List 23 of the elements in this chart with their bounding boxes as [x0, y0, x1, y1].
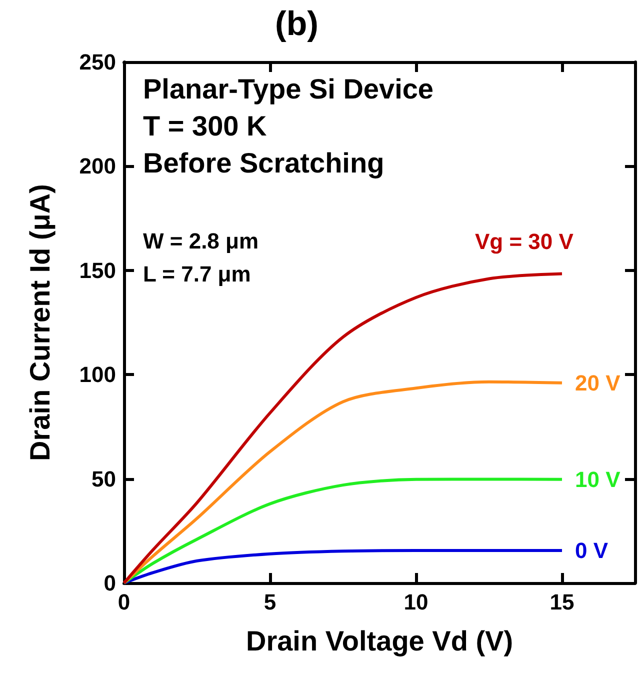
x-tick-label: 15 — [550, 590, 574, 614]
x-axis-title: Drain Voltage Vd (V) — [246, 626, 514, 656]
y-tick-label: 150 — [79, 258, 116, 283]
series-label: 0 V — [575, 538, 608, 563]
series-label: 10 V — [575, 466, 621, 492]
y-tick-label: 0 — [104, 570, 116, 596]
y-tick-label: 50 — [92, 466, 116, 492]
series-label: 20 V — [575, 370, 621, 396]
line-series — [122, 548, 564, 584]
y-tick-label: 200 — [79, 154, 116, 179]
y-tick-label: 250 — [79, 50, 116, 74]
annotation: W = 2.8 μm — [143, 228, 259, 254]
annotation: L = 7.7 μm — [143, 262, 251, 286]
series-label: Vg = 30 V — [475, 229, 574, 254]
y-tick-label: 100 — [79, 362, 116, 388]
line-series — [122, 380, 564, 584]
chart-title: (b) — [275, 5, 318, 43]
x-tick-label: 5 — [264, 590, 276, 614]
x-tick-label: 10 — [404, 590, 428, 614]
annotation: T = 300 K — [143, 110, 267, 142]
annotation: Before Scratching — [143, 148, 384, 178]
annotation: Planar-Type Si Device — [143, 74, 434, 104]
y-axis-title: Drain Current Id (μA) — [24, 184, 56, 461]
